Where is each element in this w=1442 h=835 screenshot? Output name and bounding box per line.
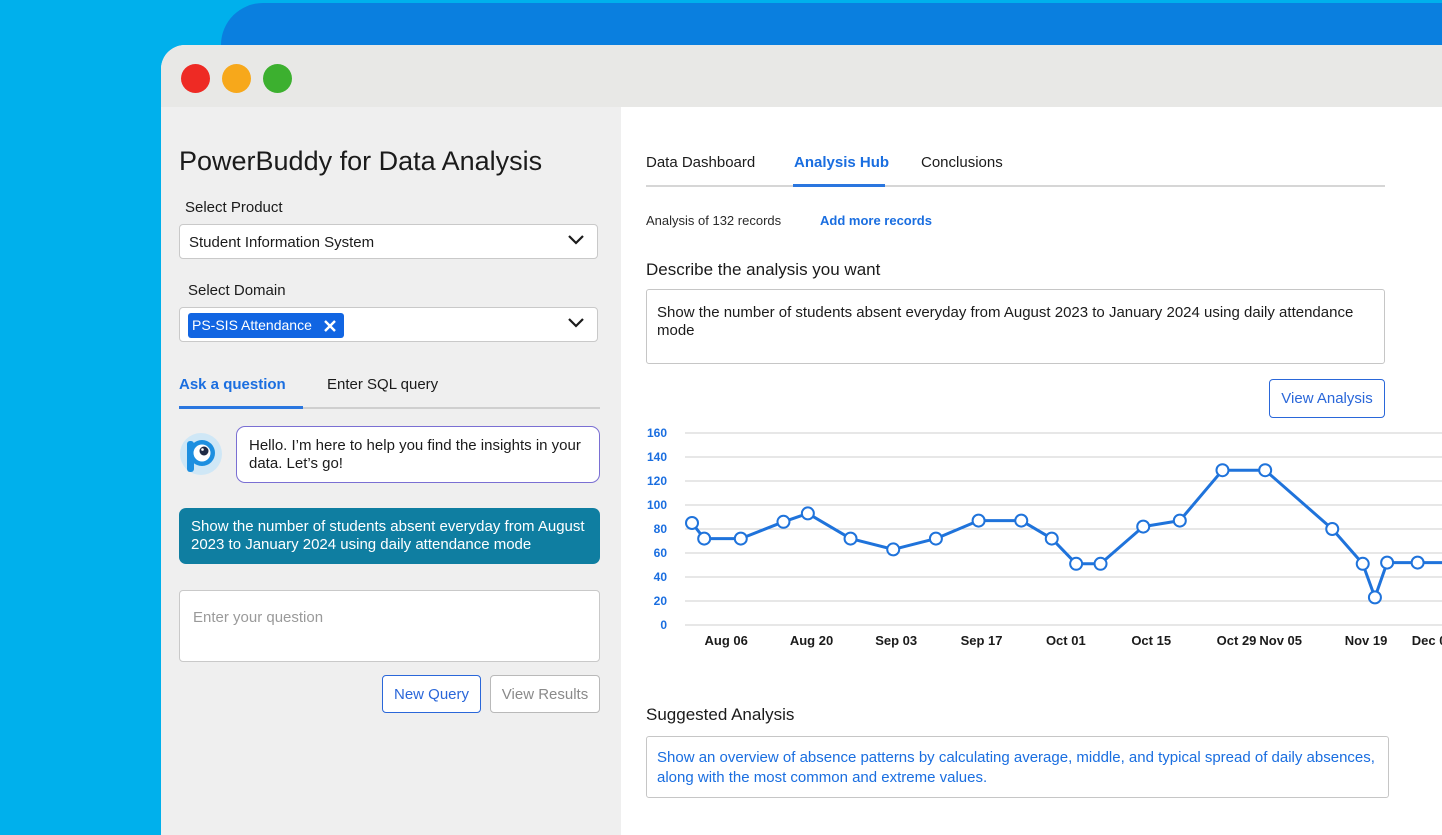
tabs-divider	[179, 407, 600, 409]
y-tick-label: 40	[654, 570, 668, 584]
y-tick-label: 60	[654, 546, 668, 560]
chevron-down-icon	[568, 235, 584, 245]
data-point	[928, 531, 943, 546]
data-point	[1367, 590, 1382, 605]
tab-ask-question[interactable]: Ask a question	[179, 376, 286, 393]
tab-data-dashboard[interactable]: Data Dashboard	[646, 154, 756, 171]
data-point	[1355, 556, 1370, 571]
data-point	[1215, 463, 1230, 478]
new-query-button[interactable]: New Query	[382, 675, 481, 713]
data-point	[1093, 556, 1108, 571]
active-tab-indicator	[793, 184, 885, 187]
y-tick-label: 140	[647, 450, 667, 464]
y-tick-label: 120	[647, 474, 667, 488]
suggestion-item[interactable]: Show an overview of absence patterns by …	[646, 736, 1389, 798]
data-point	[800, 506, 815, 521]
domain-select[interactable]: PS-SIS Attendance	[179, 307, 598, 342]
data-point	[886, 542, 901, 557]
view-analysis-button[interactable]: View Analysis	[1269, 379, 1385, 418]
tab-conclusions[interactable]: Conclusions	[921, 154, 1003, 171]
product-select-value: Student Information System	[189, 234, 375, 251]
y-tick-label: 20	[654, 594, 668, 608]
data-point	[1325, 522, 1340, 536]
data-point	[733, 531, 748, 546]
tabs-divider	[646, 185, 1385, 187]
remove-chip-icon[interactable]	[324, 320, 336, 332]
absence-line-chart: 0 20 40 60 80 100 120 140 160 Aug 06 Aug 20 Sep 03 S…	[647, 426, 1442, 648]
app-title: PowerBuddy for Data Analysis	[179, 146, 543, 176]
tab-analysis-hub[interactable]: Analysis Hub	[794, 154, 890, 171]
question-input[interactable]	[179, 590, 600, 662]
suggested-label: Suggested Analysis	[646, 705, 795, 724]
x-tick-label: Aug 20	[790, 633, 833, 648]
x-tick-label: Nov 19	[1345, 633, 1388, 648]
domain-chip-label: PS-SIS Attendance	[192, 317, 312, 333]
product-select[interactable]: Student Information System	[179, 224, 598, 259]
x-tick-label: Aug 06	[704, 633, 747, 648]
add-records-link[interactable]: Add more records	[820, 213, 932, 228]
x-tick-label: Oct 01	[1046, 633, 1086, 648]
close-window-button[interactable]	[181, 64, 210, 93]
view-results-button[interactable]: View Results	[490, 675, 600, 713]
y-tick-label: 100	[647, 498, 667, 512]
data-point	[1014, 513, 1029, 528]
assistant-message: Hello. I’m here to help you find the ins…	[236, 426, 600, 483]
tab-sql-query[interactable]: Enter SQL query	[327, 376, 439, 393]
analysis-panel: Data Dashboard Analysis Hub Conclusions …	[621, 107, 1442, 835]
product-label: Select Product	[185, 199, 283, 216]
assistant-avatar-icon	[180, 433, 222, 475]
x-tick-label: Oct 15	[1131, 633, 1171, 648]
data-point	[776, 514, 791, 529]
data-point	[1410, 555, 1425, 570]
maximize-window-button[interactable]	[263, 64, 292, 93]
domain-chip: PS-SIS Attendance	[188, 313, 344, 338]
analysis-description-field[interactable]: Show the number of students absent every…	[646, 289, 1385, 364]
data-point	[1172, 513, 1187, 528]
data-point	[971, 513, 986, 528]
records-count: Analysis of 132 records	[646, 213, 782, 228]
chevron-down-icon	[568, 318, 584, 328]
chat-panel: PowerBuddy for Data Analysis Select Prod…	[161, 107, 621, 835]
y-tick-label: 0	[660, 618, 667, 632]
x-tick-label: Dec 0	[1412, 633, 1442, 648]
x-tick-label: Sep 17	[961, 633, 1003, 648]
data-point	[1258, 463, 1273, 478]
y-tick-label: 80	[654, 522, 668, 536]
describe-label: Describe the analysis you want	[646, 260, 881, 279]
data-point	[697, 531, 712, 546]
active-tab-indicator	[179, 406, 303, 409]
x-tick-label: Nov 05	[1259, 633, 1302, 648]
user-message: Show the number of students absent every…	[179, 508, 600, 564]
minimize-window-button[interactable]	[222, 64, 251, 93]
data-point	[843, 531, 858, 546]
data-point	[1380, 555, 1395, 570]
data-point	[1044, 531, 1059, 546]
data-point	[1069, 556, 1084, 571]
data-point	[1136, 519, 1151, 534]
app-window: PowerBuddy for Data Analysis Select Prod…	[161, 45, 1442, 835]
data-point	[685, 516, 699, 530]
y-tick-label: 160	[647, 426, 667, 440]
window-titlebar	[161, 45, 1442, 107]
x-tick-label: Sep 03	[875, 633, 917, 648]
x-tick-label: Oct 29	[1217, 633, 1257, 648]
domain-label: Select Domain	[188, 282, 286, 299]
